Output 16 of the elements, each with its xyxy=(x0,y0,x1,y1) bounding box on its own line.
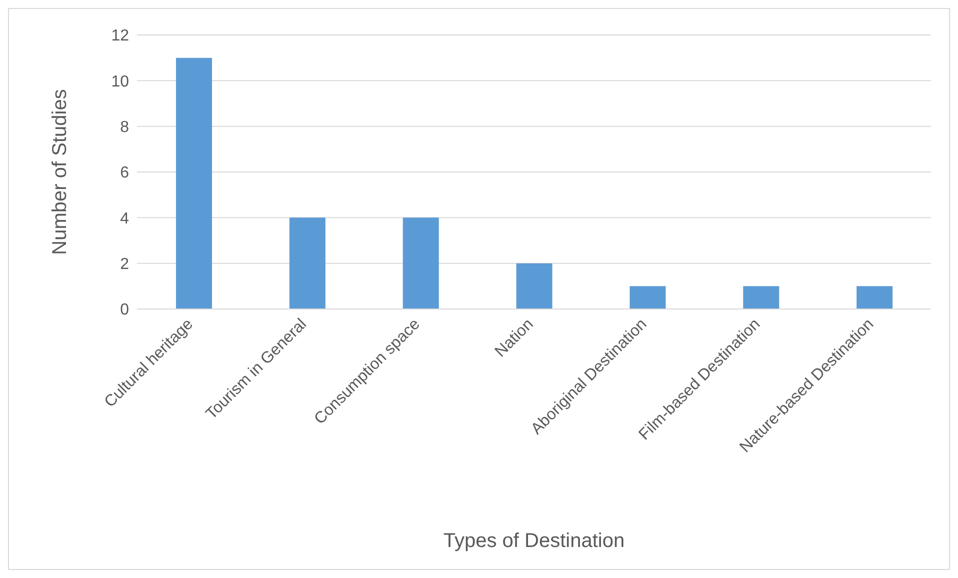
bar xyxy=(289,218,326,309)
y-tick-label: 12 xyxy=(111,28,130,45)
y-tick-label: 10 xyxy=(111,73,130,90)
bar xyxy=(630,286,666,309)
x-axis-title: Types of Destination xyxy=(443,530,625,552)
bar xyxy=(402,218,439,309)
bar xyxy=(176,58,212,309)
y-tick-label: 0 xyxy=(120,302,130,319)
bar xyxy=(516,263,552,309)
y-tick-label: 4 xyxy=(120,210,130,228)
y-tick-label: 8 xyxy=(120,119,130,136)
y-tick-label: 2 xyxy=(120,256,130,274)
bar xyxy=(856,286,893,309)
bar xyxy=(743,286,780,309)
y-axis-title: Number of Studies xyxy=(49,89,72,255)
y-tick-label: 6 xyxy=(120,164,130,182)
